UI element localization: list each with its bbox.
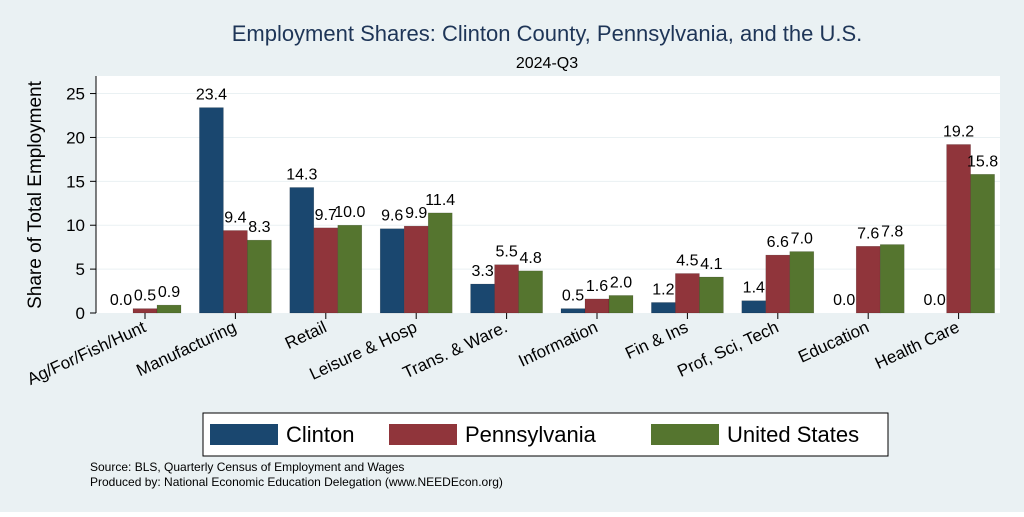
- bar: [313, 227, 339, 314]
- bar-value-label: 15.8: [967, 153, 998, 170]
- source-note: Source: BLS, Quarterly Census of Employm…: [90, 460, 404, 474]
- y-tick-label: 5: [76, 260, 85, 279]
- y-tick-label: 15: [66, 172, 85, 191]
- bar: [584, 298, 610, 314]
- bar-value-label: 9.9: [405, 205, 427, 222]
- bar-value-label: 0.5: [562, 288, 584, 305]
- bar-value-label: 19.2: [943, 123, 974, 140]
- y-axis-label: Share of Total Employment: [25, 80, 46, 308]
- x-tick-label: Information: [516, 317, 601, 370]
- bar-value-label: 8.3: [248, 219, 270, 236]
- y-tick-label: 25: [66, 85, 85, 104]
- bar-value-label: 0.5: [134, 288, 156, 305]
- bar: [651, 302, 676, 314]
- bar-value-label: 0.0: [110, 292, 132, 309]
- bar-value-label: 3.3: [471, 263, 493, 280]
- bar: [946, 144, 971, 314]
- bar: [132, 308, 158, 314]
- bar: [560, 308, 586, 314]
- legend-swatch: [389, 424, 457, 445]
- bar: [855, 246, 881, 314]
- bar: [970, 174, 995, 314]
- bar: [699, 276, 724, 314]
- legend-swatch: [210, 424, 278, 445]
- y-tick-label: 10: [66, 216, 85, 235]
- bar-value-label: 4.8: [519, 250, 541, 267]
- bar: [289, 187, 315, 314]
- chart-title: Employment Shares: Clinton County, Penns…: [232, 21, 863, 46]
- produced-by-note: Produced by: National Economic Education…: [90, 475, 503, 489]
- bar-value-label: 1.6: [586, 278, 608, 295]
- legend-swatch: [651, 424, 719, 445]
- bar: [608, 295, 634, 314]
- bar-value-label: 0.0: [833, 292, 855, 309]
- x-tick-label: Education: [795, 317, 872, 366]
- bar-value-label: 14.3: [286, 166, 317, 183]
- bar-value-label: 1.4: [743, 280, 765, 297]
- bars: [132, 107, 995, 314]
- value-labels: 0.0 0.5 0.923.49.48.314.39.710.0 9.6 9.911.4…: [110, 87, 998, 309]
- bar: [156, 304, 182, 314]
- bar-value-label: 7.0: [791, 231, 813, 248]
- legend-label: Clinton: [286, 422, 354, 447]
- bar: [223, 230, 248, 314]
- bar-value-label: 9.7: [315, 207, 337, 224]
- bar: [427, 212, 453, 314]
- bar-value-label: 5.5: [495, 244, 517, 261]
- bar-value-label: 10.0: [334, 204, 365, 221]
- bar: [247, 239, 272, 314]
- y-tick-label: 20: [66, 128, 85, 147]
- bar: [741, 300, 767, 314]
- bar: [765, 254, 791, 314]
- legend: Clinton Pennsylvania United States: [202, 412, 889, 457]
- bar-value-label: 4.5: [676, 253, 698, 270]
- x-tick-label: Retail: [282, 317, 329, 353]
- bar-value-label: 7.6: [857, 225, 879, 242]
- bar-value-label: 1.2: [652, 281, 674, 298]
- bar-value-label: 11.4: [425, 192, 455, 209]
- chart-subtitle: 2024-Q3: [516, 55, 578, 72]
- bar: [494, 264, 519, 314]
- bar-value-label: 7.8: [881, 224, 903, 241]
- legend-label: United States: [727, 422, 859, 447]
- x-tick-label: Ag/For/Fish/Hunt: [24, 317, 149, 389]
- bar-value-label: 0.0: [923, 292, 945, 309]
- y-tick-label: 0: [76, 304, 85, 323]
- bar-value-label: 0.9: [158, 284, 180, 301]
- bar: [199, 107, 224, 314]
- x-tick-label: Manufacturing: [133, 317, 239, 380]
- bar: [789, 251, 815, 314]
- bar: [337, 224, 363, 314]
- bar: [403, 225, 429, 314]
- x-tick-label: Fin & Ins: [622, 317, 691, 363]
- x-tick-label: Prof, Sci, Tech: [674, 317, 781, 380]
- y-axis-ticks: 0 5 10 15 20 25: [66, 85, 96, 323]
- bar-value-label: 2.0: [610, 274, 632, 291]
- bar-value-label: 4.1: [700, 256, 722, 273]
- bar-value-label: 9.6: [381, 208, 403, 225]
- bar: [879, 244, 905, 314]
- bar: [470, 283, 495, 314]
- bar-value-label: 6.6: [767, 234, 789, 251]
- bar: [379, 228, 405, 314]
- legend-label: Pennsylvania: [465, 422, 597, 447]
- bar-value-label: 23.4: [196, 87, 227, 104]
- x-tick-label: Health Care: [872, 317, 962, 373]
- bar-value-label: 9.4: [224, 209, 246, 226]
- bar: [518, 270, 543, 314]
- legend-box: [202, 412, 889, 457]
- bar: [675, 273, 700, 314]
